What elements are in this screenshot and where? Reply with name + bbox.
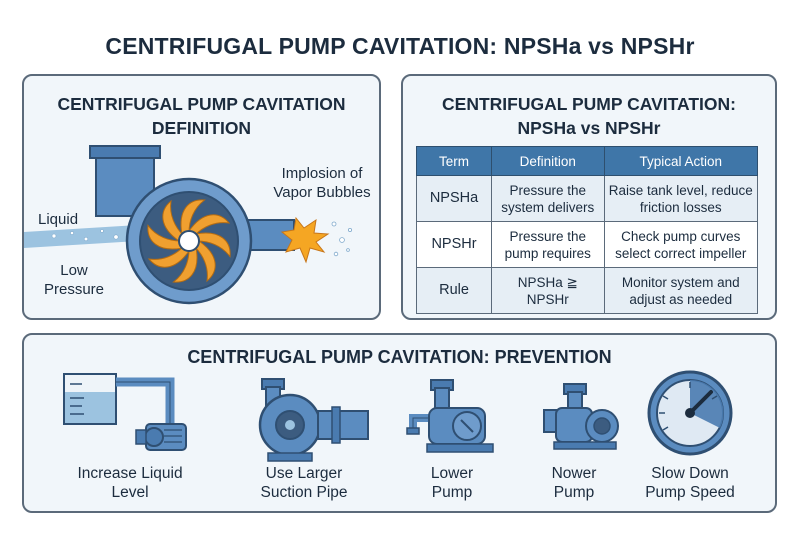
label-implosion-line1: Implosion of Vapor Bubbles	[262, 164, 382, 202]
table-cell-definition: NPSHa ≧ NPSHr	[491, 267, 605, 314]
table-cell-action: Monitor system and adjust as needed	[603, 267, 759, 314]
gauge-icon	[647, 370, 733, 456]
definition-title-line2: DEFINITION	[151, 118, 252, 138]
table-row: NPSHr Pressure the pump requires Check p…	[415, 221, 759, 268]
definition-title-line1: CENTRIFUGAL PUMP CAVITATION	[57, 94, 346, 114]
table-header-definition: Definition	[491, 146, 605, 176]
tank-pump-icon	[63, 373, 187, 451]
prevention-label-slow-down: Slow Down Pump Speed	[645, 465, 735, 501]
prevention-label-larger-pipe: Use Larger Suction Pipe	[260, 465, 348, 501]
table-cell-definition: Pressure the system delivers	[491, 175, 605, 222]
label-liquid: Liquid	[38, 211, 79, 228]
definition-panel: CENTRIFUGAL PUMP CAVITATION DEFINITION	[22, 74, 381, 320]
npsh-comparison-table: Term Definition Typical Action NPSHa Pre…	[415, 146, 759, 314]
prevention-label-increase-level: Increase Liquid Level	[77, 465, 183, 501]
table-header-term: Term	[415, 146, 493, 176]
pump-icon	[543, 383, 619, 450]
table-cell-term: Rule	[415, 267, 493, 314]
prevention-label-nower-pump: Nower Pump	[551, 465, 597, 501]
table-cell-definition: Pressure the pump requires	[491, 221, 605, 268]
table-header-action: Typical Action	[603, 146, 759, 176]
table-cell-action: Check pump curves select correct impelle…	[603, 221, 759, 268]
comparison-title-line1: CENTRIFUGAL PUMP CAVITATION:	[442, 94, 736, 114]
table-cell-term: NPSHr	[415, 221, 493, 268]
comparison-title-line2: NPSHa vs NPSHr	[517, 118, 661, 138]
table-cell-term: NPSHa	[415, 175, 493, 222]
cavitation-pump-illustration	[24, 145, 352, 305]
liquid-stream	[24, 224, 154, 248]
lowered-pump-icon	[406, 379, 494, 453]
label-implosion: Implosion of Vapor Bubbles	[273, 165, 371, 201]
prevention-label-lower-pump: Lower Pump	[430, 465, 474, 501]
label-low-pressure: Low Pressure	[43, 262, 105, 298]
table-row: Rule NPSHa ≧ NPSHr Monitor system and ad…	[415, 267, 759, 314]
impeller-icon	[147, 199, 231, 283]
implosion-burst-icon	[280, 216, 330, 264]
prevention-title: CENTRIFUGAL PUMP CAVITATION: PREVENTION	[187, 347, 612, 367]
discharge-flange	[89, 145, 161, 159]
page-title: CENTRIFUGAL PUMP CAVITATION: NPSHa vs NP…	[105, 33, 695, 59]
table-cell-action: Raise tank level, reduce friction losses	[603, 175, 759, 222]
table-row: NPSHa Pressure the system delivers Raise…	[415, 175, 759, 222]
large-pipe-pump-icon	[258, 378, 369, 462]
